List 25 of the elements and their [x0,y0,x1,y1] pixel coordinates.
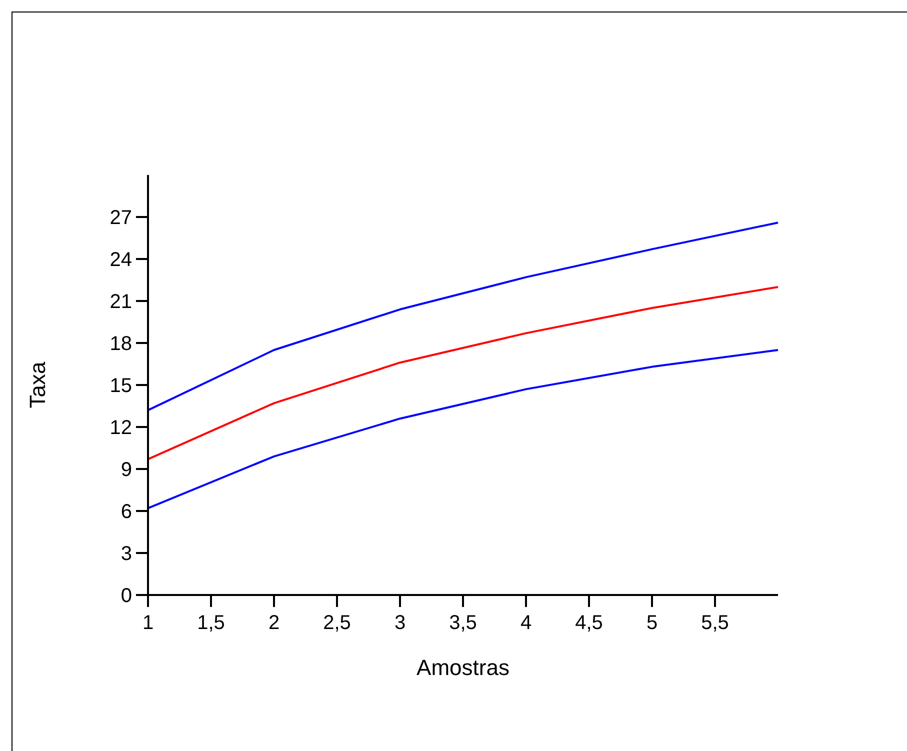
y-tick-label: 21 [110,291,132,313]
line-series [147,286,779,460]
y-tick-label: 9 [120,459,132,481]
y-tick-label: 12 [110,417,132,439]
y-tick-label: 0 [120,585,132,607]
x-axis-title: Amostras [416,655,510,680]
x-tick-label: 5 [646,612,658,634]
y-tick-label: 6 [120,501,132,523]
x-tick-label: 1,5 [197,612,225,634]
x-tick-label: 5,5 [701,612,729,634]
y-tick-label: 18 [110,333,132,355]
y-tick-label: 24 [110,249,132,271]
y-tick-label: 3 [120,543,132,565]
x-tick-label: 1 [142,612,154,634]
y-tick-label: 27 [110,207,132,229]
x-tick-label: 3,5 [449,612,477,634]
line-series [147,222,779,412]
y-tick-label: 15 [110,375,132,397]
x-tick-label: 4 [520,612,532,634]
y-axis-title: Taxa [25,361,50,408]
x-tick-label: 2,5 [323,612,351,634]
x-tick-label: 4,5 [575,612,603,634]
x-tick-label: 3 [394,612,406,634]
line-series [147,349,779,510]
x-tick-label: 2 [268,612,280,634]
